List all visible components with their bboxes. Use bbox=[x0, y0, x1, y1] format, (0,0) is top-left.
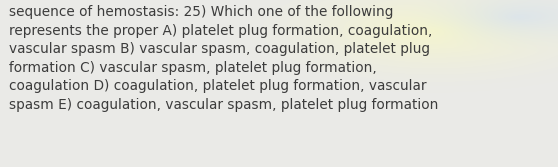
Text: sequence of hemostasis: 25) Which one of the following
represents the proper A) : sequence of hemostasis: 25) Which one of… bbox=[9, 5, 438, 112]
